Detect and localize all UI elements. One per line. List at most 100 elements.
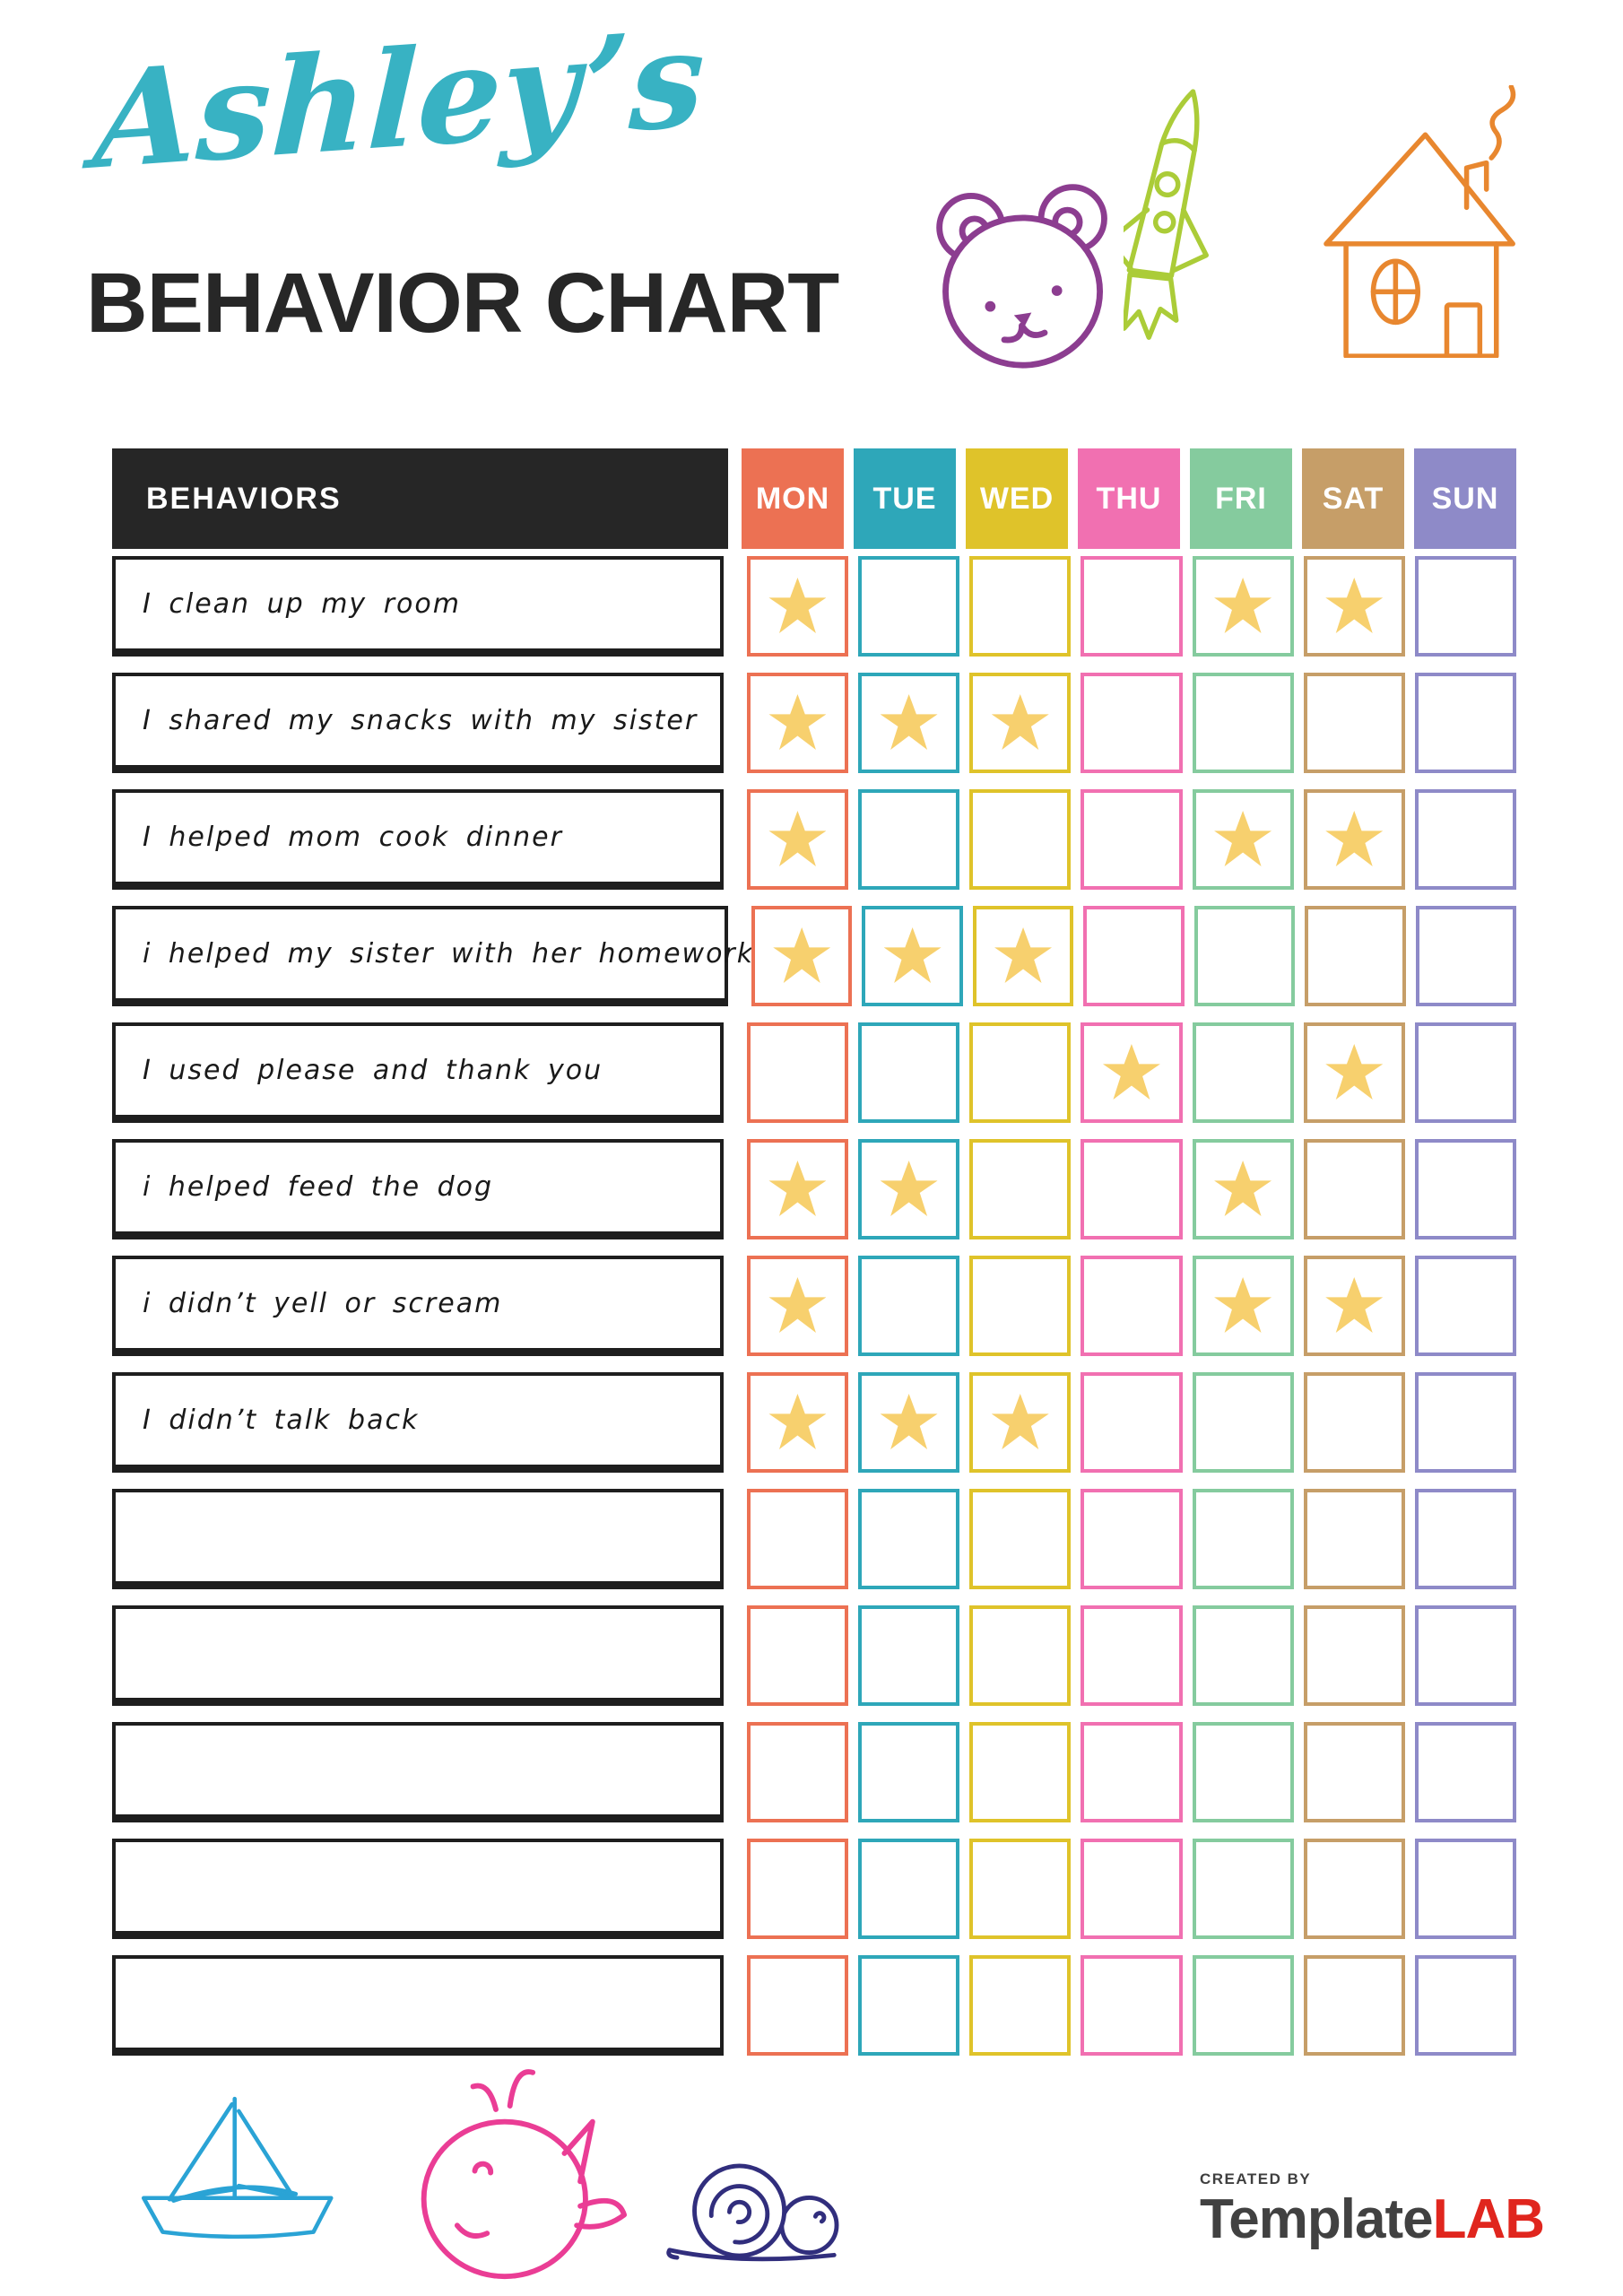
star-cell-tue[interactable] [858,1022,960,1123]
star-cell-fri[interactable] [1192,673,1294,773]
star-cell-fri[interactable] [1192,1955,1294,2056]
star-cell-sun[interactable] [1414,1605,1516,1706]
star-cell-sun[interactable] [1415,906,1516,1006]
star-cell-tue[interactable] [858,1605,960,1706]
star-cell-thu[interactable] [1083,906,1185,1006]
star-cell-mon[interactable] [746,1022,849,1123]
behavior-cell[interactable] [112,1605,724,1706]
behavior-cell[interactable]: i didn’t yell or scream [112,1256,724,1356]
star-cell-thu[interactable] [1081,1722,1183,1822]
star-cell-wed[interactable] [969,1489,1072,1589]
behavior-cell[interactable]: I helped mom cook dinner [112,789,724,890]
star-cell-sat[interactable] [1303,1605,1405,1706]
star-cell-sat[interactable] [1303,1489,1405,1589]
star-cell-sat[interactable] [1303,1839,1405,1939]
behavior-cell[interactable] [112,1839,724,1939]
star-cell-mon[interactable] [746,1256,849,1356]
star-cell-mon[interactable] [746,789,849,890]
star-cell-mon[interactable] [746,1139,849,1239]
star-cell-fri[interactable] [1192,789,1294,890]
star-cell-wed[interactable] [972,906,1074,1006]
star-cell-thu[interactable] [1081,1955,1183,2056]
star-cell-wed[interactable] [969,673,1072,773]
star-cell-tue[interactable] [858,1256,960,1356]
star-cell-tue[interactable] [862,906,963,1006]
star-cell-wed[interactable] [969,556,1072,657]
star-cell-mon[interactable] [751,906,853,1006]
star-cell-sat[interactable] [1303,1372,1405,1473]
star-cell-mon[interactable] [746,556,849,657]
star-cell-wed[interactable] [969,1955,1072,2056]
behavior-cell[interactable]: I used please and thank you [112,1022,724,1123]
star-cell-thu[interactable] [1081,789,1183,890]
star-cell-tue[interactable] [858,1139,960,1239]
star-cell-mon[interactable] [746,1839,849,1939]
star-cell-tue[interactable] [858,1839,960,1939]
star-cell-thu[interactable] [1081,1489,1183,1589]
star-cell-fri[interactable] [1192,556,1294,657]
behavior-cell[interactable]: i helped my sister with her homework [112,906,752,1006]
star-cell-sat[interactable] [1303,1139,1405,1239]
star-cell-fri[interactable] [1192,1605,1294,1706]
star-cell-sun[interactable] [1414,673,1516,773]
star-cell-fri[interactable] [1192,1839,1294,1939]
star-cell-fri[interactable] [1192,1256,1294,1356]
star-cell-thu[interactable] [1081,1022,1183,1123]
star-cell-sat[interactable] [1303,1022,1405,1123]
behavior-cell[interactable]: I clean up my room [112,556,724,657]
star-cell-sun[interactable] [1414,1139,1516,1239]
star-cell-tue[interactable] [858,1955,960,2056]
star-cell-tue[interactable] [858,1722,960,1822]
star-cell-sun[interactable] [1414,1489,1516,1589]
star-cell-sun[interactable] [1414,1256,1516,1356]
star-cell-sat[interactable] [1305,906,1406,1006]
behavior-cell[interactable]: I shared my snacks with my sister [112,673,724,773]
behavior-cell[interactable] [112,1489,724,1589]
star-cell-tue[interactable] [858,673,960,773]
star-cell-mon[interactable] [746,1955,849,2056]
star-cell-sun[interactable] [1414,556,1516,657]
star-cell-thu[interactable] [1081,1839,1183,1939]
star-cell-thu[interactable] [1081,1372,1183,1473]
star-cell-wed[interactable] [969,1839,1072,1939]
star-cell-sat[interactable] [1303,1955,1405,2056]
star-cell-thu[interactable] [1081,556,1183,657]
behavior-cell[interactable]: I didn’t talk back [112,1372,724,1473]
star-cell-mon[interactable] [746,1722,849,1822]
star-cell-thu[interactable] [1081,673,1183,773]
behavior-cell[interactable] [112,1955,724,2056]
star-cell-sun[interactable] [1414,1955,1516,2056]
behavior-cell[interactable]: i helped feed the dog [112,1139,724,1239]
star-cell-fri[interactable] [1192,1489,1294,1589]
star-cell-sat[interactable] [1303,1722,1405,1822]
star-cell-wed[interactable] [969,1372,1072,1473]
star-cell-wed[interactable] [969,789,1072,890]
star-cell-fri[interactable] [1192,1139,1294,1239]
star-cell-wed[interactable] [969,1139,1072,1239]
star-cell-sat[interactable] [1303,556,1405,657]
star-cell-sun[interactable] [1414,1839,1516,1939]
star-cell-mon[interactable] [746,1372,849,1473]
star-cell-sat[interactable] [1303,1256,1405,1356]
star-cell-fri[interactable] [1193,906,1296,1006]
star-cell-thu[interactable] [1081,1605,1183,1706]
star-cell-fri[interactable] [1192,1722,1294,1822]
star-cell-sun[interactable] [1414,1022,1516,1123]
star-cell-mon[interactable] [746,673,849,773]
star-cell-tue[interactable] [858,1372,960,1473]
star-cell-thu[interactable] [1081,1139,1183,1239]
star-cell-sat[interactable] [1303,789,1405,890]
star-cell-thu[interactable] [1081,1256,1183,1356]
star-cell-fri[interactable] [1192,1372,1294,1473]
star-cell-mon[interactable] [746,1605,849,1706]
star-cell-sun[interactable] [1414,1372,1516,1473]
star-cell-sun[interactable] [1414,789,1516,890]
star-cell-tue[interactable] [858,789,960,890]
star-cell-wed[interactable] [969,1022,1072,1123]
star-cell-tue[interactable] [858,1489,960,1589]
star-cell-mon[interactable] [746,1489,849,1589]
star-cell-fri[interactable] [1192,1022,1294,1123]
star-cell-sun[interactable] [1414,1722,1516,1822]
star-cell-wed[interactable] [969,1722,1072,1822]
star-cell-tue[interactable] [858,556,960,657]
